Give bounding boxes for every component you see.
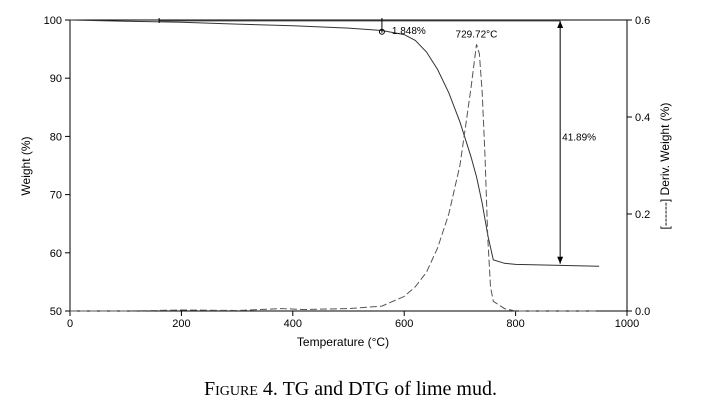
y-axis-right-title: [------] Deriv. Weight (%) bbox=[658, 103, 672, 230]
x-tick-label: 200 bbox=[172, 318, 190, 330]
x-tick-label: 1000 bbox=[615, 318, 639, 330]
caption-label: Figure bbox=[204, 378, 258, 400]
caption-text: TG and DTG of lime mud. bbox=[282, 378, 497, 400]
x-tick-label: 800 bbox=[506, 318, 524, 330]
y-left-tick-label: 70 bbox=[50, 190, 62, 202]
x-tick-label: 0 bbox=[67, 318, 73, 330]
caption-number: 4. bbox=[262, 378, 278, 400]
arrow-head-top bbox=[557, 21, 564, 28]
series-layer bbox=[69, 19, 600, 312]
peak-temperature-label: 729.72°C bbox=[456, 29, 498, 40]
y-axis-left-title: Weight (%) bbox=[19, 136, 33, 195]
y-left-tick-label: 90 bbox=[50, 73, 62, 85]
ticks-layer: 0 200 400 600 800 1000 50 60 70 80 90 100 0.0 0.2 0.4 0… bbox=[44, 15, 651, 330]
tg-dtg-chart: Temperature (°C) Weight (%) [------] Der… bbox=[19, 15, 672, 349]
y-right-tick-label: 0.6 bbox=[635, 15, 650, 27]
x-axis-title: Temperature (°C) bbox=[297, 335, 389, 349]
y-right-tick-label: 0.2 bbox=[635, 209, 650, 221]
arrow-head-bottom bbox=[557, 256, 564, 264]
annotation-layer: 1.848% 729.72°C 41.89% bbox=[158, 18, 596, 264]
dtg-curve bbox=[70, 44, 600, 312]
weight-loss-2-label: 41.89% bbox=[562, 132, 596, 143]
y-right-tick-label: 0.0 bbox=[635, 306, 650, 318]
y-left-tick-label: 60 bbox=[50, 248, 62, 260]
figure-caption: Figure 4. TG and DTG of lime mud. bbox=[0, 378, 701, 401]
y-right-tick-label: 0.4 bbox=[635, 112, 650, 124]
tg-curve bbox=[69, 19, 600, 267]
x-tick-label: 600 bbox=[395, 318, 413, 330]
y-left-tick-label: 80 bbox=[50, 131, 62, 143]
weight-loss-1-point bbox=[378, 28, 385, 35]
weight-loss-1-label: 1.848% bbox=[392, 26, 426, 37]
plot-frame bbox=[69, 19, 628, 312]
y-left-tick-label: 50 bbox=[50, 306, 62, 318]
y-left-tick-label: 100 bbox=[44, 15, 62, 27]
x-tick-label: 400 bbox=[284, 318, 302, 330]
